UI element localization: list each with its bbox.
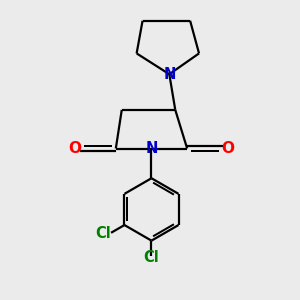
Text: O: O bbox=[222, 141, 235, 156]
Text: O: O bbox=[68, 141, 81, 156]
Text: Cl: Cl bbox=[95, 226, 111, 241]
Text: N: N bbox=[145, 141, 158, 156]
Text: Cl: Cl bbox=[144, 250, 159, 265]
Text: N: N bbox=[163, 67, 176, 82]
